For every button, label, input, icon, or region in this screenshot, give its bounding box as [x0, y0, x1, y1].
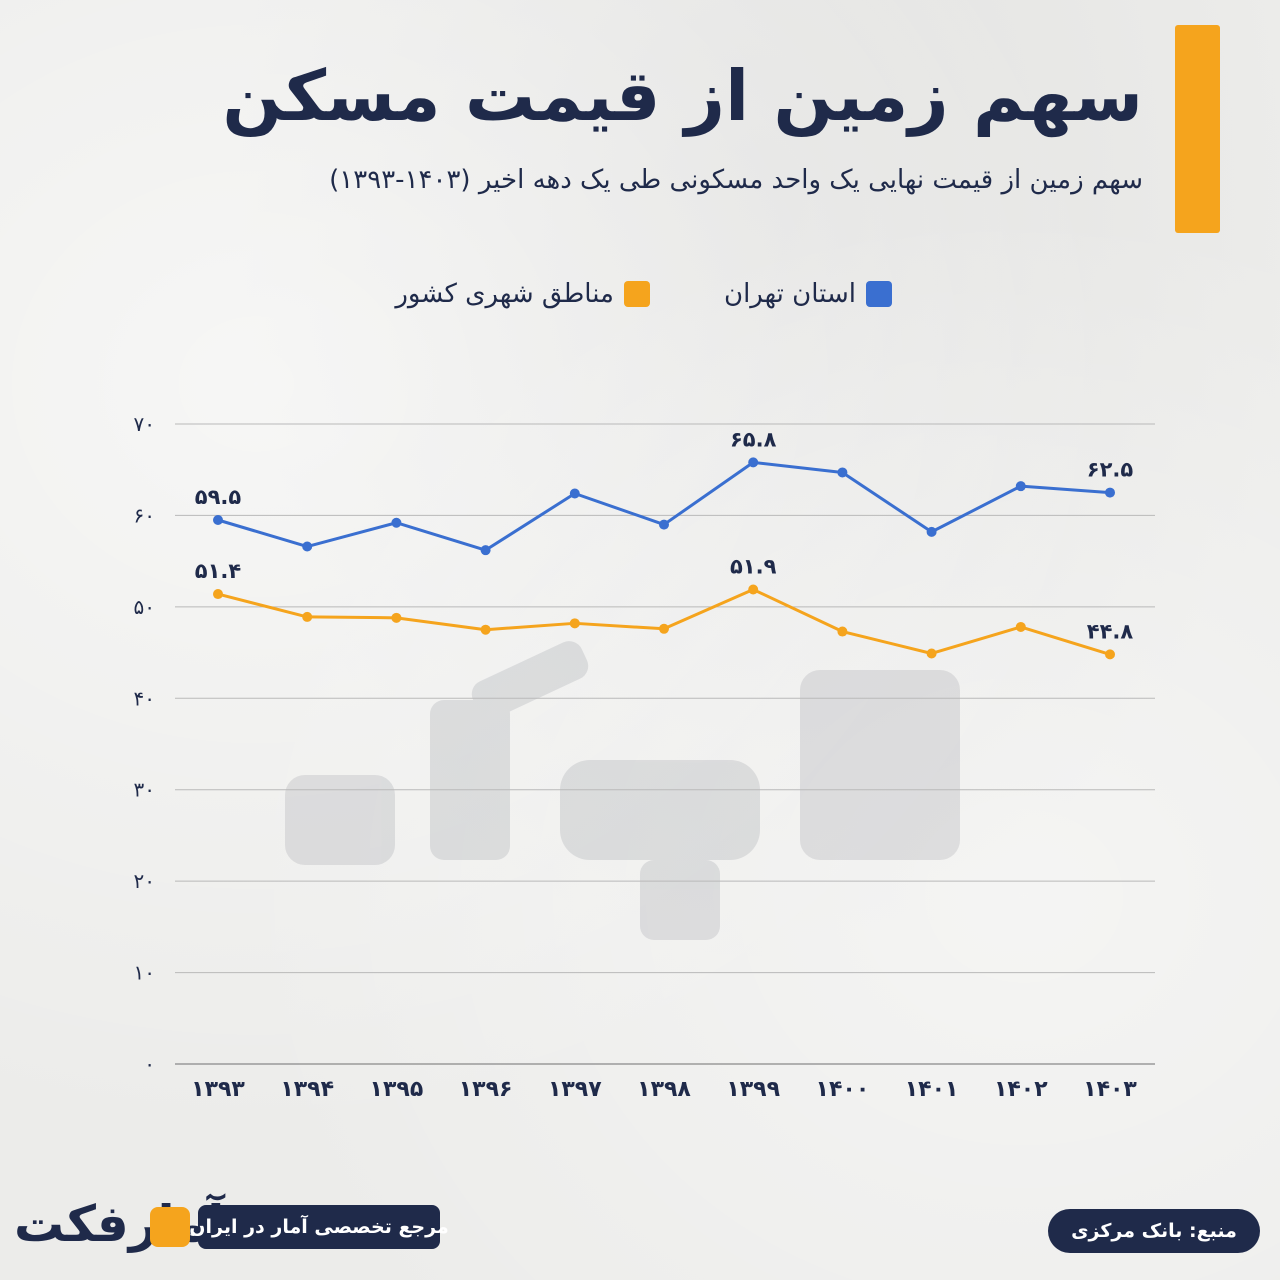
data-point [1015, 621, 1026, 632]
series-line-0 [217, 460, 1111, 552]
data-point [302, 611, 313, 622]
y-tick-label: ۵۰ [134, 595, 155, 619]
legend-item-tehran: استان تهران [724, 279, 892, 309]
data-point [748, 457, 759, 468]
watermark-logo [285, 641, 960, 940]
data-point [213, 589, 223, 600]
legend-label-tehran: استان تهران [723, 279, 856, 309]
data-label: ۴۴.۸ [1087, 619, 1134, 643]
brand-logo-mark [150, 1207, 190, 1247]
data-point [659, 519, 669, 530]
y-tick-label: ۶۰ [134, 503, 155, 527]
data-point [569, 488, 580, 499]
y-tick-label: ۳۰ [134, 778, 155, 802]
legend-item-urban: مناطق شهری کشور [395, 279, 650, 309]
x-tick-label: ۱۳۹۸ [637, 1077, 691, 1102]
x-tick-label: ۱۴۰۱ [905, 1077, 959, 1102]
legend-label-urban: مناطق شهری کشور [395, 279, 614, 309]
x-tick-label: ۱۳۹۹ [726, 1077, 780, 1102]
data-label: ۵۱.۴ [195, 559, 242, 583]
data-point [480, 624, 491, 635]
data-point [748, 584, 759, 595]
page-title: سهم زمین از قیمت مسکن [222, 55, 1143, 137]
x-tick-label: ۱۴۰۳ [1083, 1077, 1137, 1102]
data-label: ۶۵.۸ [730, 427, 777, 451]
series-line-1 [217, 587, 1111, 656]
data-point [569, 618, 580, 629]
source-badge: منبع: بانک مرکزی [1048, 1209, 1260, 1253]
data-label: ۵۱.۹ [730, 554, 777, 578]
x-tick-label: ۱۳۹۳ [191, 1077, 245, 1102]
data-point [1015, 481, 1026, 492]
x-tick-label: ۱۳۹۵ [370, 1077, 424, 1102]
data-point [837, 467, 848, 478]
data-point [391, 517, 402, 528]
data-point [1105, 487, 1115, 498]
data-point [391, 612, 402, 623]
x-tick-label: ۱۳۹۴ [280, 1077, 334, 1102]
reference-badge: مرجع تخصصی آمار در ایران [189, 1205, 449, 1249]
data-point [302, 541, 313, 552]
x-tick-label: ۱۴۰۰ [816, 1077, 870, 1102]
data-point [659, 623, 669, 634]
data-point [926, 648, 937, 659]
brand-logo: آمارفکت [14, 1195, 226, 1253]
data-label: ۵۹.۵ [195, 485, 242, 509]
data-label: ۶۲.۵ [1087, 458, 1134, 482]
legend-swatch-tehran [866, 281, 892, 307]
data-point [480, 545, 491, 556]
y-tick-label: ۲۰ [134, 869, 155, 893]
x-tick-label: ۱۳۹۷ [548, 1077, 602, 1102]
legend-swatch-urban [624, 281, 650, 307]
y-tick-label: ۷۰ [134, 412, 155, 436]
data-point [926, 526, 937, 537]
y-tick-label: ۰ [144, 1052, 155, 1076]
x-tick-label: ۱۴۰۲ [994, 1077, 1048, 1102]
data-point [1105, 649, 1115, 660]
x-tick-label: ۱۳۹۶ [459, 1077, 513, 1102]
y-tick-label: ۴۰ [134, 686, 155, 710]
data-point [213, 515, 223, 525]
data-point [837, 626, 848, 637]
accent-bar [1175, 25, 1220, 233]
page-subtitle: سهم زمین از قیمت نهایی یک واحد مسکونی طی… [329, 165, 1143, 195]
y-tick-label: ۱۰ [134, 961, 155, 985]
